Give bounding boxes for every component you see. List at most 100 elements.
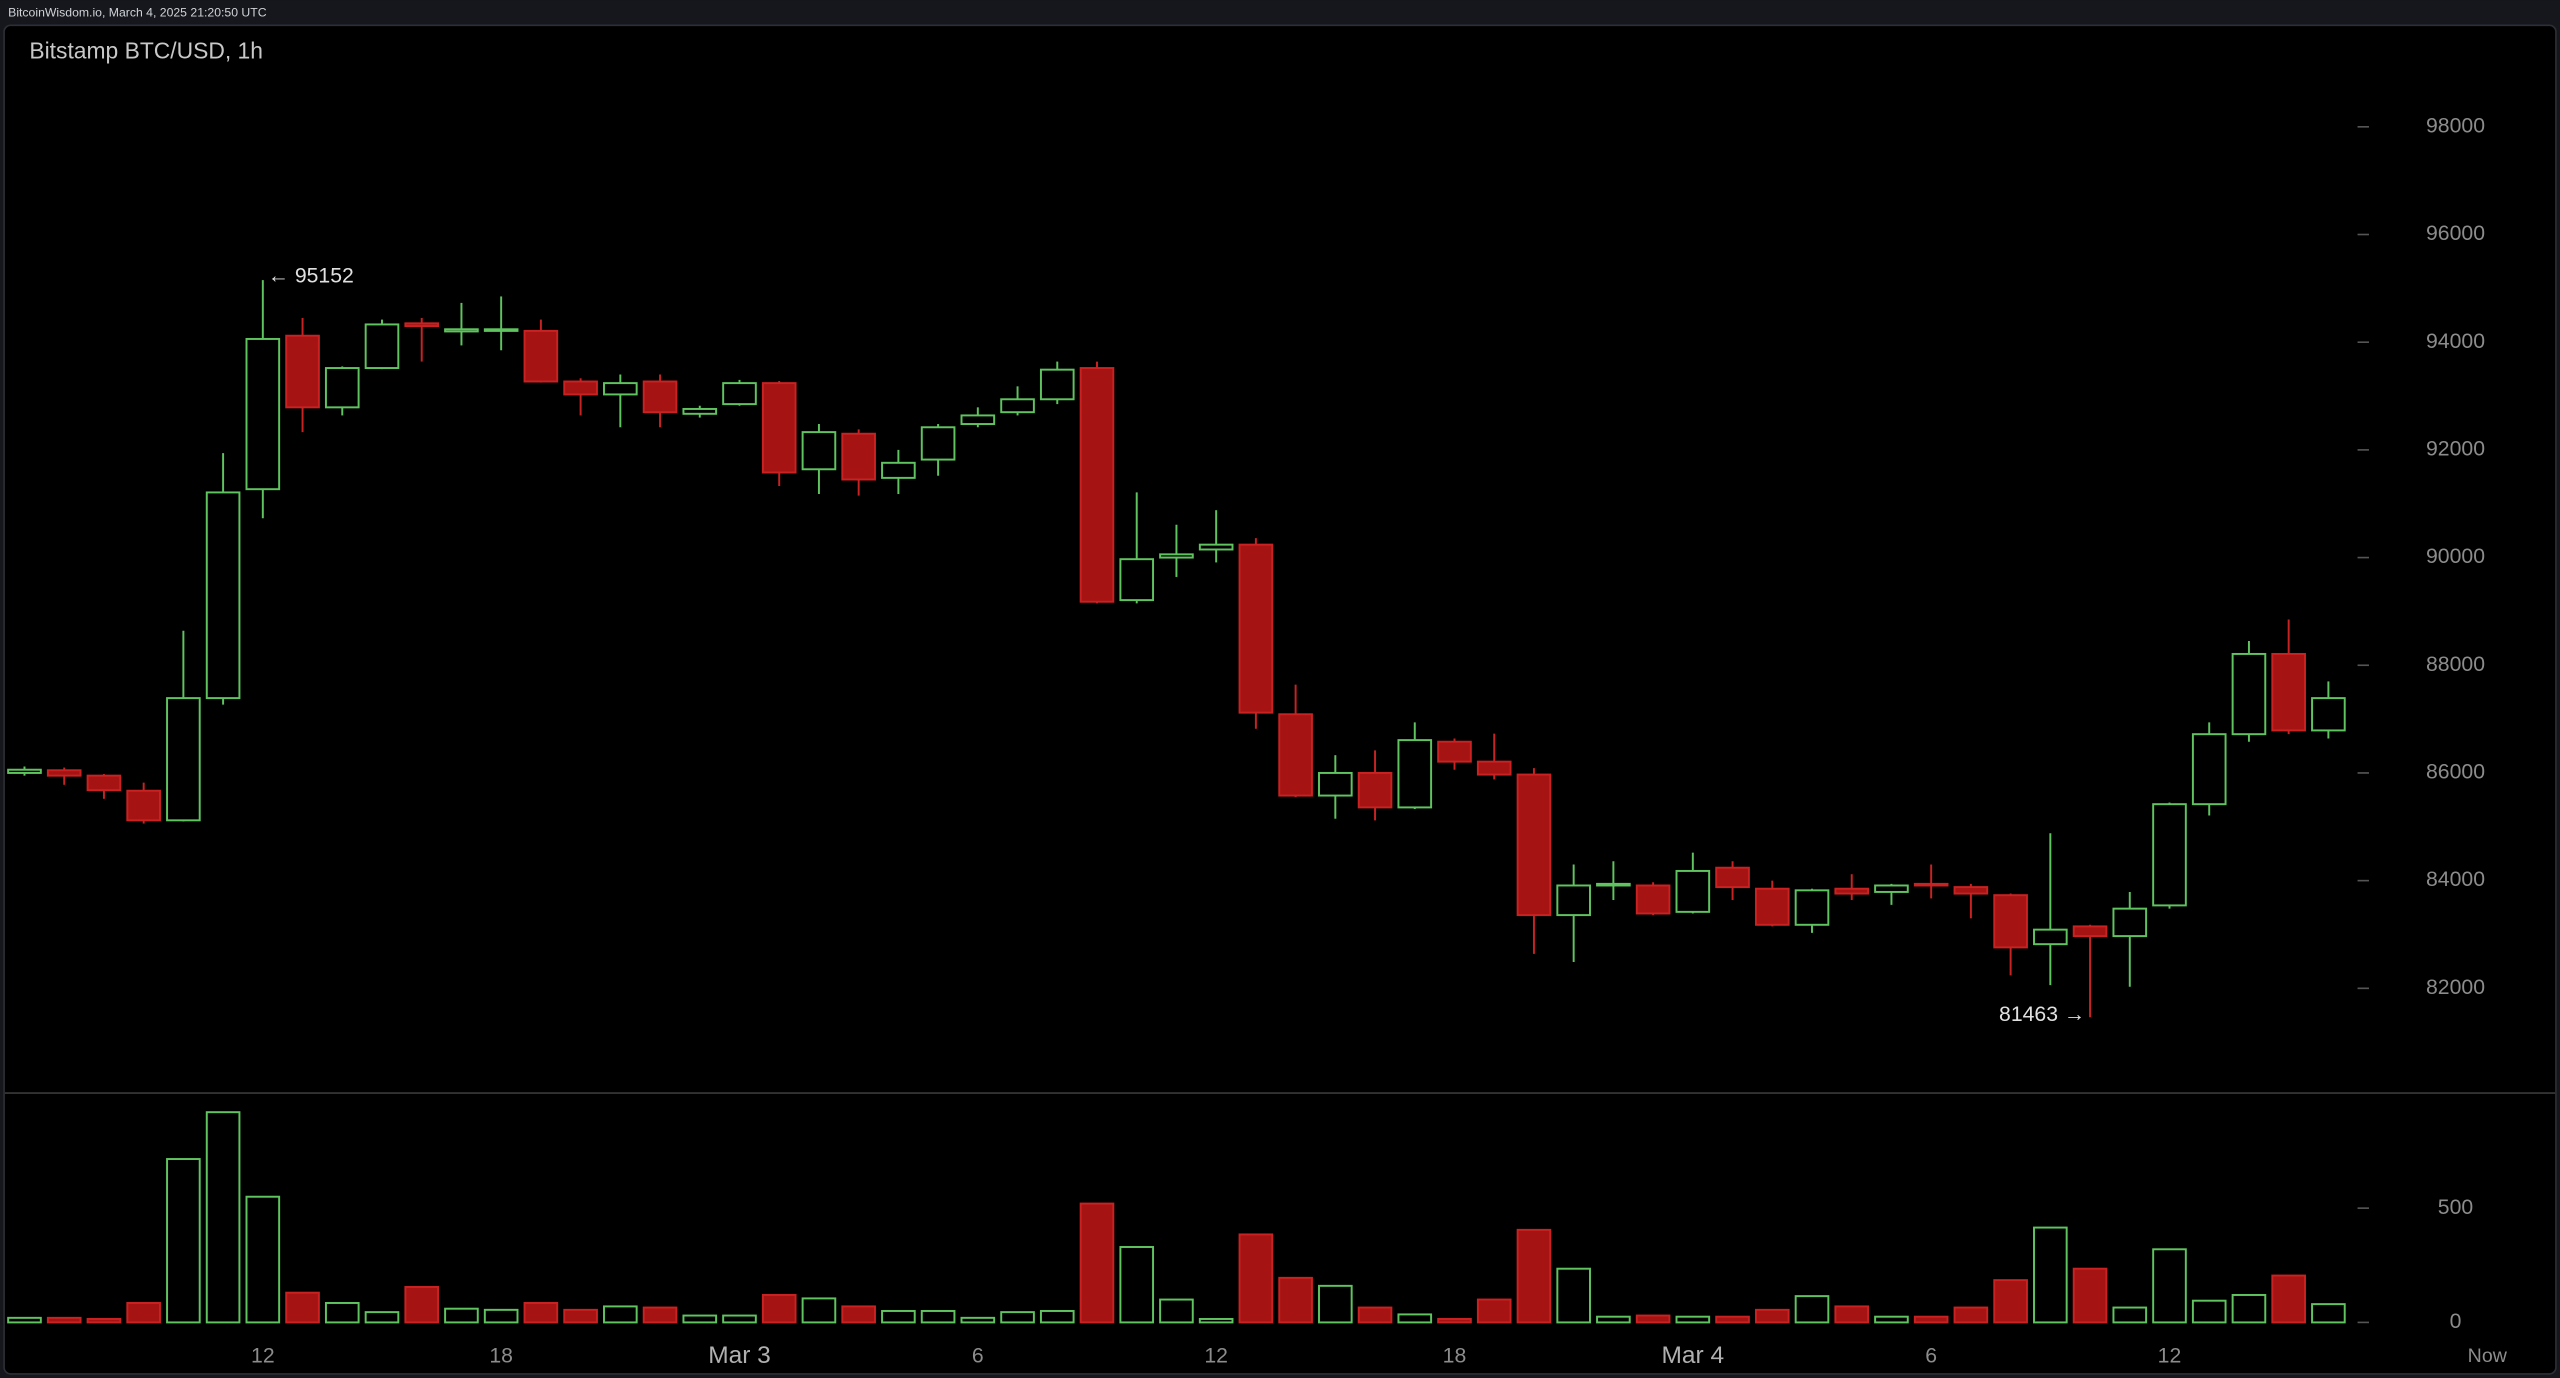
volume-bar — [1039, 1310, 1075, 1324]
candle-body — [1715, 866, 1750, 889]
candle-body — [2231, 652, 2267, 736]
candle-body — [205, 491, 241, 700]
candle-body — [841, 432, 876, 481]
volume-bar — [324, 1302, 360, 1324]
volume-bar — [126, 1302, 161, 1324]
x-tick-label: 6 — [972, 1344, 984, 1367]
candle-body — [1039, 368, 1075, 401]
candle-body — [404, 322, 440, 328]
x-tick-label: 12 — [1204, 1344, 1228, 1367]
candle-body — [483, 328, 519, 332]
volume-bar — [722, 1314, 757, 1324]
x-tick-label: 12 — [2158, 1344, 2182, 1367]
volume-bar — [245, 1195, 281, 1324]
candle-body — [1834, 887, 1870, 895]
candle-body — [1397, 739, 1433, 809]
annotation: 81463 → — [1999, 1003, 2085, 1026]
candle-body — [1953, 886, 1989, 895]
volume-bar — [523, 1302, 559, 1324]
candle-body — [1476, 760, 1512, 776]
candle-body — [761, 382, 797, 474]
volume-bar — [7, 1316, 42, 1324]
volume-bar — [2231, 1294, 2267, 1324]
volume-bar — [1000, 1311, 1035, 1324]
volume-bar — [563, 1308, 598, 1324]
y-tick-label: 82000 — [2426, 976, 2485, 999]
header-text: BitcoinWisdom.io, March 4, 2025 21:20:50… — [8, 5, 267, 19]
candle-body — [1635, 884, 1671, 915]
candle-body — [801, 431, 837, 471]
volume-bar — [1675, 1315, 1711, 1324]
y-tick-label: 86000 — [2426, 761, 2485, 784]
volume-bar — [1119, 1246, 1155, 1324]
candle-body — [2191, 733, 2227, 806]
volume-bar — [1596, 1315, 1631, 1324]
volume-tick-label: 500 — [2438, 1196, 2473, 1219]
y-tick-label: 96000 — [2426, 222, 2485, 245]
volume-bar — [1476, 1298, 1512, 1324]
volume-bar — [2311, 1303, 2346, 1324]
candle-body — [722, 382, 757, 406]
x-tick-label: Mar 4 — [1662, 1342, 1725, 1369]
candle-body — [1000, 398, 1035, 414]
volume-bar — [881, 1310, 916, 1324]
volume-bar — [1635, 1314, 1671, 1324]
candle-body — [642, 380, 678, 414]
volume-bar — [1993, 1279, 2028, 1324]
volume-bar — [2033, 1226, 2068, 1324]
candle-body — [1159, 553, 1194, 559]
candle-body — [2152, 803, 2187, 907]
candle-body — [1516, 773, 1552, 917]
volume-bar — [960, 1316, 996, 1324]
annotation: ← 95152 — [268, 265, 354, 288]
y-tick-label: 94000 — [2426, 330, 2485, 353]
candle-body — [1437, 740, 1472, 763]
candle-body — [2033, 928, 2068, 946]
candle-body — [2112, 907, 2148, 938]
volume-bar — [483, 1308, 519, 1324]
volume-bar — [1794, 1295, 1830, 1324]
x-tick-label: 18 — [1443, 1344, 1467, 1367]
candle-body — [682, 407, 718, 415]
volume-bar — [761, 1294, 797, 1324]
volume-bar — [2152, 1248, 2187, 1324]
y-tick-label: 92000 — [2426, 437, 2485, 460]
volume-bar — [46, 1316, 82, 1324]
volume-bar — [920, 1310, 956, 1324]
volume-bar — [1556, 1267, 1591, 1324]
volume-bar — [642, 1306, 678, 1324]
volume-bar — [1278, 1276, 1313, 1324]
volume-bar — [682, 1314, 718, 1324]
y-tick-label: 90000 — [2426, 545, 2485, 568]
candle-body — [285, 334, 320, 409]
candle-body — [563, 380, 598, 396]
volume-bar — [2112, 1306, 2148, 1324]
candle-body — [881, 461, 916, 479]
volume-bar — [1874, 1315, 1909, 1324]
volume-bar — [1913, 1315, 1949, 1324]
candle-body — [1278, 713, 1313, 797]
candle-body — [444, 328, 479, 333]
x-tick-label: 12 — [251, 1344, 275, 1367]
volume-bar — [1198, 1317, 1234, 1324]
candle-body — [1596, 882, 1631, 887]
volume-bar — [603, 1305, 638, 1324]
candle-body — [1119, 558, 1155, 602]
y-tick-label: 98000 — [2426, 114, 2485, 137]
candle-body — [1198, 543, 1234, 551]
candle-body — [324, 367, 360, 409]
volume-bar — [1953, 1306, 1989, 1324]
candle-body — [364, 323, 400, 370]
volume-bar — [1437, 1317, 1472, 1324]
candle-body — [126, 789, 161, 822]
chart-panel — [3, 24, 2557, 1375]
volume-bar — [166, 1158, 201, 1324]
volume-bar — [1079, 1202, 1115, 1324]
volume-bar — [1715, 1315, 1750, 1324]
candle-body — [1238, 543, 1274, 714]
candle-body — [603, 382, 638, 396]
candle-body — [46, 769, 82, 777]
volume-bar — [2072, 1267, 2108, 1324]
